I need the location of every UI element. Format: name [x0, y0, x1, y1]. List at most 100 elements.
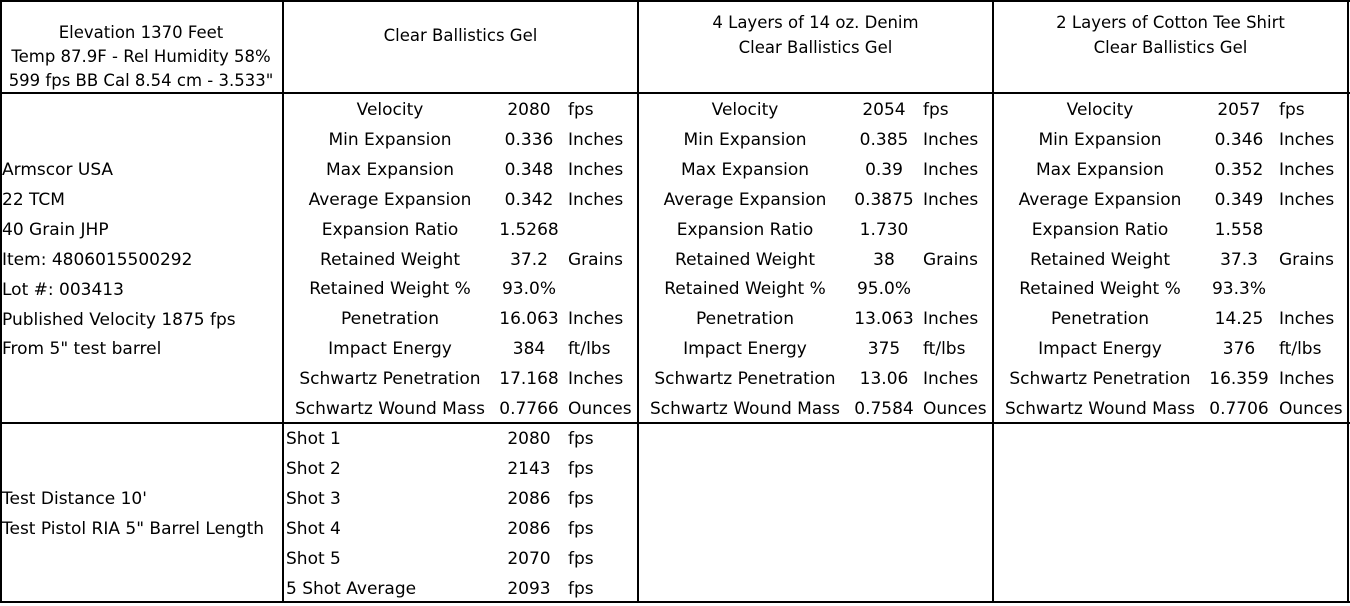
ammo-info-line: 40 Grain JHP: [2, 219, 109, 240]
metric-label: Retained Weight: [1030, 249, 1170, 270]
conditions-line: 599 fps BB Cal 8.54 cm - 3.533": [8, 71, 274, 90]
ammo-info-line: Armscor USA: [2, 160, 114, 180]
shot-unit: fps: [568, 548, 594, 569]
metric-unit: Inches: [923, 189, 979, 210]
ammo-info-line: Item: 4806015500292: [2, 249, 193, 270]
metric-label: Min Expansion: [683, 129, 807, 150]
metric-value: 37.3: [1220, 249, 1258, 270]
metric-unit: Inches: [1279, 309, 1335, 330]
metric-label: Velocity: [711, 100, 779, 120]
test-info-line: Test Pistol RIA 5" Barrel Length: [2, 518, 265, 539]
metric-value: 93.0%: [501, 279, 556, 300]
shot-label: Shot 1: [286, 429, 341, 449]
metric-label: Penetration: [696, 309, 794, 330]
metric-value: 384: [512, 339, 546, 360]
metric-unit: Inches: [923, 159, 979, 180]
metric-unit: fps: [1279, 100, 1305, 120]
metric-unit: Inches: [923, 129, 979, 150]
metric-label: Max Expansion: [680, 159, 810, 180]
metric-label: Impact Energy: [683, 339, 807, 360]
metric-value: 93.3%: [1211, 279, 1266, 300]
metric-value: 0.342: [504, 189, 554, 210]
metric-label: Schwartz Wound Mass: [650, 399, 840, 419]
ammo-info-line: 22 TCM: [2, 189, 65, 210]
metric-unit: Inches: [568, 129, 624, 150]
metric-value: 17.168: [499, 369, 559, 390]
grid-line-col2: [637, 0, 639, 603]
metric-unit: Inches: [1279, 159, 1335, 180]
shot-label: Shot 4: [286, 518, 341, 539]
metric-unit: Inches: [568, 369, 624, 390]
metric-label: Penetration: [1051, 309, 1149, 330]
metric-unit: Ounces: [568, 399, 632, 419]
ammo-info-line: Published Velocity 1875 fps: [2, 309, 236, 330]
metric-value: 0.7706: [1209, 399, 1269, 419]
metric-value: 1.730: [859, 219, 909, 240]
shot-unit: fps: [568, 518, 594, 539]
metric-label: Retained Weight %: [664, 279, 826, 300]
shot-unit: fps: [568, 488, 594, 509]
column-header-line: 4 Layers of 14 oz. Denim: [712, 13, 919, 32]
metric-value: 0.7766: [499, 399, 559, 419]
metric-label: Average Expansion: [663, 189, 827, 210]
metric-label: Schwartz Penetration: [299, 369, 481, 390]
metric-value: 1.5268: [499, 219, 559, 240]
metric-value: 38: [873, 249, 895, 270]
metric-value: 14.25: [1214, 309, 1264, 330]
metric-label: Min Expansion: [1038, 129, 1162, 150]
metric-label: Expansion Ratio: [321, 219, 459, 240]
shot-value: 2086: [507, 488, 551, 509]
test-conditions-header: Elevation 1370 Feet Temp 87.9F - Rel Hum…: [0, 21, 282, 93]
metric-unit: Inches: [1279, 129, 1335, 150]
metric-value: 2054: [862, 100, 906, 120]
metric-value: 95.0%: [856, 279, 911, 300]
metric-unit: Inches: [568, 309, 624, 330]
metric-value: 1.558: [1214, 219, 1264, 240]
metric-label: Expansion Ratio: [676, 219, 814, 240]
metric-label: Schwartz Penetration: [654, 369, 836, 390]
metric-label: Impact Energy: [328, 339, 452, 360]
column-header-line: Clear Ballistics Gel: [383, 26, 538, 45]
column-header-clear-gel: Clear Ballistics Gel: [284, 23, 637, 48]
metric-value: 0.7584: [854, 399, 914, 419]
metric-unit: Inches: [923, 309, 979, 330]
metric-unit: Inches: [1279, 189, 1335, 210]
metric-unit: fps: [923, 100, 949, 120]
shot-unit: fps: [568, 458, 594, 479]
metric-value: 0.352: [1214, 159, 1264, 180]
metric-value: 2080: [507, 100, 551, 120]
metric-value: 0.336: [504, 129, 554, 150]
ammo-info-line: From 5" test barrel: [2, 339, 162, 360]
metric-value: 0.39: [865, 159, 903, 180]
column-header-tee-shirt: 2 Layers of Cotton Tee Shirt Clear Balli…: [994, 10, 1347, 60]
metric-label: Velocity: [356, 100, 424, 120]
metric-unit: ft/lbs: [1279, 339, 1322, 360]
metric-value: 0.348: [504, 159, 554, 180]
metric-label: Retained Weight %: [309, 279, 471, 300]
shot-unit: fps: [568, 429, 594, 449]
metric-label: Min Expansion: [328, 129, 452, 150]
metric-unit: Ounces: [1279, 399, 1343, 419]
grid-line-top: [0, 0, 1350, 2]
metric-label: Expansion Ratio: [1031, 219, 1169, 240]
shot-value: 2093: [507, 578, 551, 599]
metric-value: 13.063: [854, 309, 914, 330]
shot-value: 2070: [507, 548, 551, 569]
shot-label: 5 Shot Average: [286, 578, 417, 599]
column-header-line: Clear Ballistics Gel: [738, 38, 893, 57]
metric-unit: Inches: [1279, 369, 1335, 390]
grid-line-metrics-bottom: [0, 422, 1350, 424]
metric-unit: Grains: [923, 249, 978, 270]
shot-unit: fps: [568, 578, 594, 599]
metric-label: Max Expansion: [325, 159, 455, 180]
metric-value: 375: [867, 339, 901, 360]
grid-line-col3: [992, 0, 994, 603]
grid-line-header-bottom: [0, 92, 1350, 94]
shot-label: Shot 2: [286, 458, 341, 479]
metric-value: 0.3875: [854, 189, 914, 210]
metric-label: Average Expansion: [308, 189, 472, 210]
metric-unit: Inches: [568, 189, 624, 210]
metric-unit: Grains: [568, 249, 623, 270]
metric-unit: ft/lbs: [923, 339, 966, 360]
